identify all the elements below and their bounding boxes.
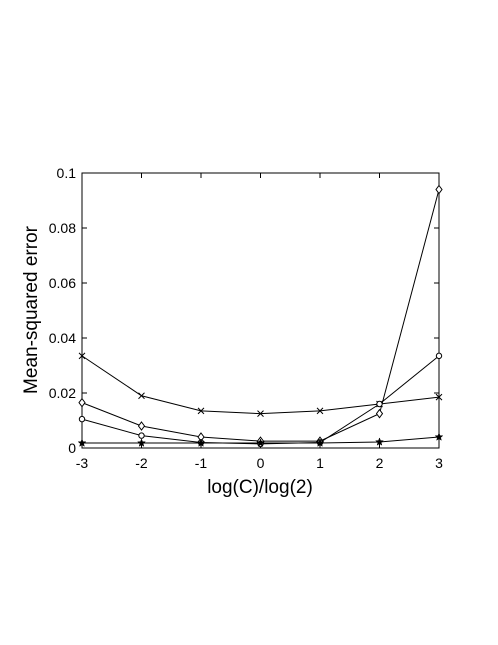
data-series xyxy=(77,184,444,448)
y-tick-label: 0.08 xyxy=(49,220,76,236)
series-line xyxy=(81,355,440,415)
series-line xyxy=(81,355,440,445)
y-tick-label: 0 xyxy=(68,440,76,456)
star-marker xyxy=(256,438,265,447)
x-tick-label: 2 xyxy=(376,455,384,471)
x-axis-title: log(C)/log(2) xyxy=(207,477,313,498)
x-marker xyxy=(78,352,86,360)
star-marker xyxy=(434,432,444,441)
circle-marker xyxy=(78,415,86,423)
circle-marker xyxy=(376,400,383,408)
y-tick-label: 0.06 xyxy=(49,275,76,291)
x-tick-label: -3 xyxy=(76,455,89,471)
y-tick-label: 0.02 xyxy=(49,385,76,401)
star-marker xyxy=(375,437,384,446)
y-tick-label: 0.04 xyxy=(49,330,76,346)
x-tick-label: -2 xyxy=(135,455,148,471)
axis-ticks xyxy=(81,172,440,449)
series-star xyxy=(77,432,444,447)
circle-marker xyxy=(435,352,443,360)
star-marker xyxy=(196,438,206,447)
series-circle xyxy=(78,352,443,448)
x-tick-label: 1 xyxy=(316,455,324,471)
x-marker xyxy=(435,393,443,401)
x-marker xyxy=(197,407,205,415)
star-marker xyxy=(137,438,146,447)
diamond-marker xyxy=(137,421,146,431)
circle-marker xyxy=(138,432,145,439)
diamond-marker xyxy=(435,184,443,195)
star-marker xyxy=(77,438,87,447)
diamond-marker xyxy=(375,408,384,419)
x-marker xyxy=(138,392,145,400)
y-tick-label: 0.1 xyxy=(57,165,77,181)
x-axis-tick-labels: -3 -2 -1 0 1 2 3 xyxy=(76,455,443,471)
plot-frame xyxy=(81,172,440,449)
x-tick-label: 3 xyxy=(435,455,443,471)
series-diamond xyxy=(78,184,443,446)
diamond-marker xyxy=(78,397,86,408)
y-axis-tick-labels: 0 0.02 0.04 0.06 0.08 0.1 xyxy=(49,165,76,456)
x-marker xyxy=(316,407,324,415)
star-marker xyxy=(315,438,325,447)
x-tick-label: 0 xyxy=(257,455,265,471)
x-tick-label: -1 xyxy=(195,455,208,471)
y-axis-title: Mean-squared error xyxy=(21,225,42,394)
x-marker xyxy=(257,410,264,417)
